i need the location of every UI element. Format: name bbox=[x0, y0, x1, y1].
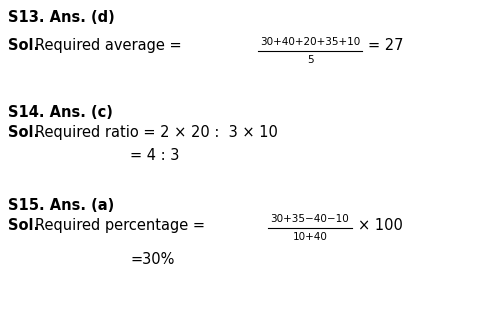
Text: =30%: =30% bbox=[130, 252, 174, 267]
Text: 5: 5 bbox=[307, 55, 313, 65]
Text: S15. Ans. (a): S15. Ans. (a) bbox=[8, 198, 114, 213]
Text: S13. Ans. (d): S13. Ans. (d) bbox=[8, 10, 115, 25]
Text: Required percentage =: Required percentage = bbox=[35, 218, 205, 233]
Text: 30+40+20+35+10: 30+40+20+35+10 bbox=[260, 37, 360, 47]
Text: Sol.: Sol. bbox=[8, 38, 39, 53]
Text: Required average =: Required average = bbox=[35, 38, 182, 53]
Text: = 4 : 3: = 4 : 3 bbox=[130, 148, 179, 163]
Text: 10+40: 10+40 bbox=[292, 232, 328, 242]
Text: Sol.: Sol. bbox=[8, 125, 39, 140]
Text: 30+35−40−10: 30+35−40−10 bbox=[270, 214, 350, 224]
Text: = 27: = 27 bbox=[368, 38, 403, 53]
Text: × 100: × 100 bbox=[358, 218, 403, 233]
Text: Required ratio = 2 × 20 :  3 × 10: Required ratio = 2 × 20 : 3 × 10 bbox=[35, 125, 278, 140]
Text: S14. Ans. (c): S14. Ans. (c) bbox=[8, 105, 113, 120]
Text: Sol.: Sol. bbox=[8, 218, 39, 233]
